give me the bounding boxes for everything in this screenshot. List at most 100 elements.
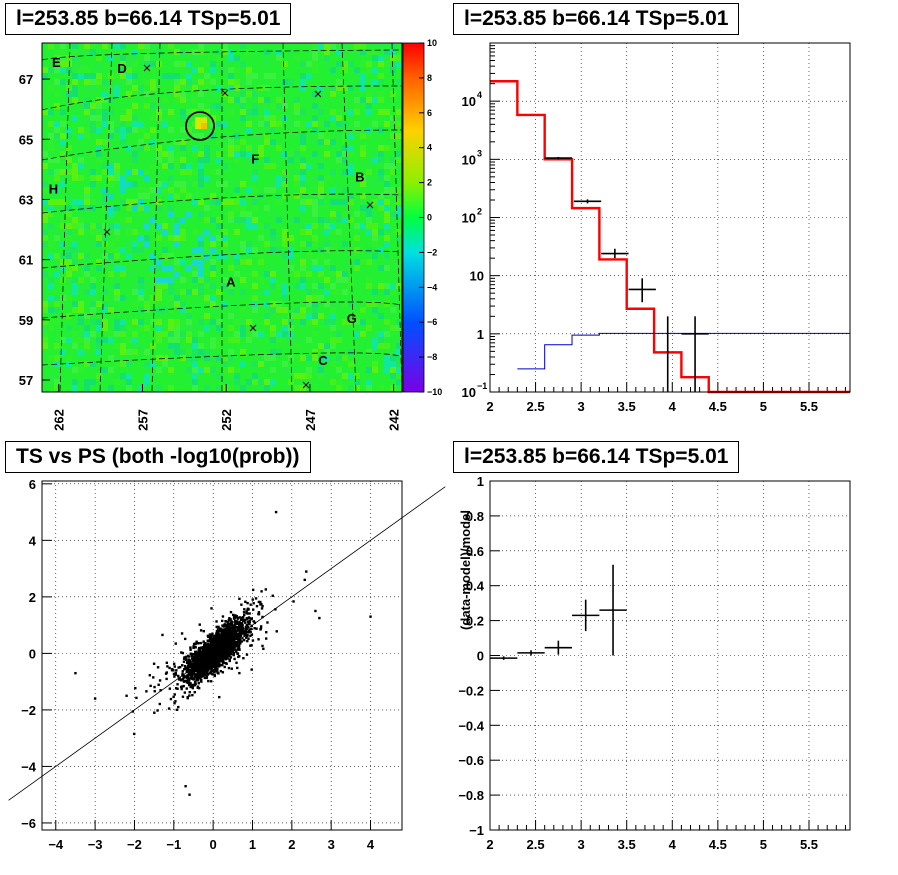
map-pixel bbox=[252, 157, 258, 163]
map-pixel bbox=[270, 367, 276, 373]
map-pixel bbox=[156, 265, 162, 271]
map-pixel bbox=[270, 247, 276, 253]
y-tick-label: −4 bbox=[21, 759, 37, 774]
scatter-point bbox=[199, 641, 203, 645]
map-pixel bbox=[300, 145, 306, 151]
map-pixel bbox=[162, 187, 168, 193]
scatter-point bbox=[227, 651, 230, 655]
map-pixel bbox=[186, 367, 192, 373]
map-pixel bbox=[126, 91, 132, 97]
map-pixel bbox=[270, 235, 276, 241]
map-pixel bbox=[372, 157, 378, 163]
map-pixel bbox=[180, 97, 186, 103]
map-pixel bbox=[396, 373, 402, 379]
map-pixel bbox=[198, 235, 204, 241]
scatter-point bbox=[212, 639, 215, 642]
map-pixel bbox=[60, 79, 66, 85]
scatter-point bbox=[228, 658, 231, 661]
scatter-point bbox=[212, 655, 216, 659]
map-pixel bbox=[150, 265, 156, 271]
scatter-point bbox=[224, 634, 227, 638]
scatter-point bbox=[257, 600, 261, 604]
map-pixel bbox=[42, 235, 48, 241]
scatter-point bbox=[240, 603, 243, 606]
map-pixel bbox=[234, 55, 240, 61]
scatter-point bbox=[184, 666, 187, 670]
map-pixel bbox=[78, 217, 84, 223]
scatter-point bbox=[223, 649, 226, 652]
map-pixel bbox=[360, 151, 366, 157]
map-pixel bbox=[216, 169, 222, 175]
x-tick-label: 5 bbox=[760, 837, 767, 852]
map-pixel bbox=[396, 109, 402, 115]
map-pixel bbox=[156, 235, 162, 241]
map-pixel bbox=[150, 295, 156, 301]
map-pixel bbox=[216, 319, 222, 325]
map-pixel bbox=[72, 91, 78, 97]
map-pixel bbox=[342, 139, 348, 145]
map-pixel bbox=[216, 157, 222, 163]
scatter-point bbox=[188, 659, 191, 663]
scatter-point bbox=[215, 620, 218, 623]
scatter-point bbox=[203, 645, 206, 649]
scatter-point bbox=[210, 657, 213, 660]
map-pixel bbox=[306, 229, 312, 235]
map-pixel bbox=[288, 253, 294, 259]
source-label: H bbox=[49, 181, 58, 196]
scatter-point bbox=[244, 636, 248, 639]
scatter-point bbox=[185, 669, 189, 672]
map-pixel bbox=[300, 61, 306, 67]
map-pixel bbox=[174, 49, 180, 55]
map-pixel bbox=[288, 271, 294, 277]
map-pixel bbox=[42, 181, 48, 187]
scatter-point bbox=[253, 627, 256, 630]
map-pixel bbox=[228, 283, 234, 289]
map-pixel bbox=[126, 223, 132, 229]
map-pixel bbox=[180, 307, 186, 313]
map-pixel bbox=[264, 133, 270, 139]
scatter-point bbox=[221, 648, 225, 652]
map-pixel bbox=[336, 151, 342, 157]
map-pixel bbox=[96, 61, 102, 67]
scatter-point bbox=[203, 666, 206, 670]
map-pixel bbox=[246, 127, 252, 133]
scatter-point bbox=[195, 659, 199, 662]
map-pixel bbox=[84, 313, 90, 319]
map-pixel bbox=[300, 199, 306, 205]
map-pixel bbox=[282, 361, 288, 367]
map-pixel bbox=[102, 193, 108, 199]
scatter-point bbox=[225, 640, 229, 644]
scatter-point bbox=[219, 652, 223, 655]
x-tick-label: 3 bbox=[578, 837, 585, 852]
map-pixel bbox=[246, 259, 252, 265]
scatter-point bbox=[216, 659, 220, 662]
map-pixel bbox=[204, 205, 210, 211]
map-pixel bbox=[114, 295, 120, 301]
map-pixel bbox=[96, 259, 102, 265]
map-pixel bbox=[354, 385, 360, 391]
map-pixel bbox=[42, 163, 48, 169]
scatter-point bbox=[225, 653, 229, 656]
map-pixel bbox=[210, 169, 216, 175]
scatter-point bbox=[172, 672, 176, 676]
map-pixel bbox=[294, 385, 300, 391]
map-pixel bbox=[84, 43, 90, 49]
scatter-point bbox=[168, 666, 171, 670]
x-tick-label: 2 bbox=[486, 837, 493, 852]
map-pixel bbox=[258, 115, 264, 121]
scatter-point bbox=[209, 649, 212, 652]
map-pixel bbox=[84, 331, 90, 337]
scatter-point bbox=[170, 669, 174, 672]
map-pixel bbox=[132, 349, 138, 355]
map-pixel bbox=[366, 163, 372, 169]
map-pixel bbox=[132, 127, 138, 133]
map-pixel bbox=[348, 373, 354, 379]
map-pixel bbox=[78, 175, 84, 181]
map-pixel bbox=[330, 325, 336, 331]
map-pixel bbox=[180, 61, 186, 67]
map-pixel bbox=[306, 121, 312, 127]
map-pixel bbox=[48, 277, 54, 283]
scatter-point bbox=[250, 618, 253, 621]
map-pixel bbox=[318, 247, 324, 253]
map-pixel bbox=[390, 385, 396, 391]
